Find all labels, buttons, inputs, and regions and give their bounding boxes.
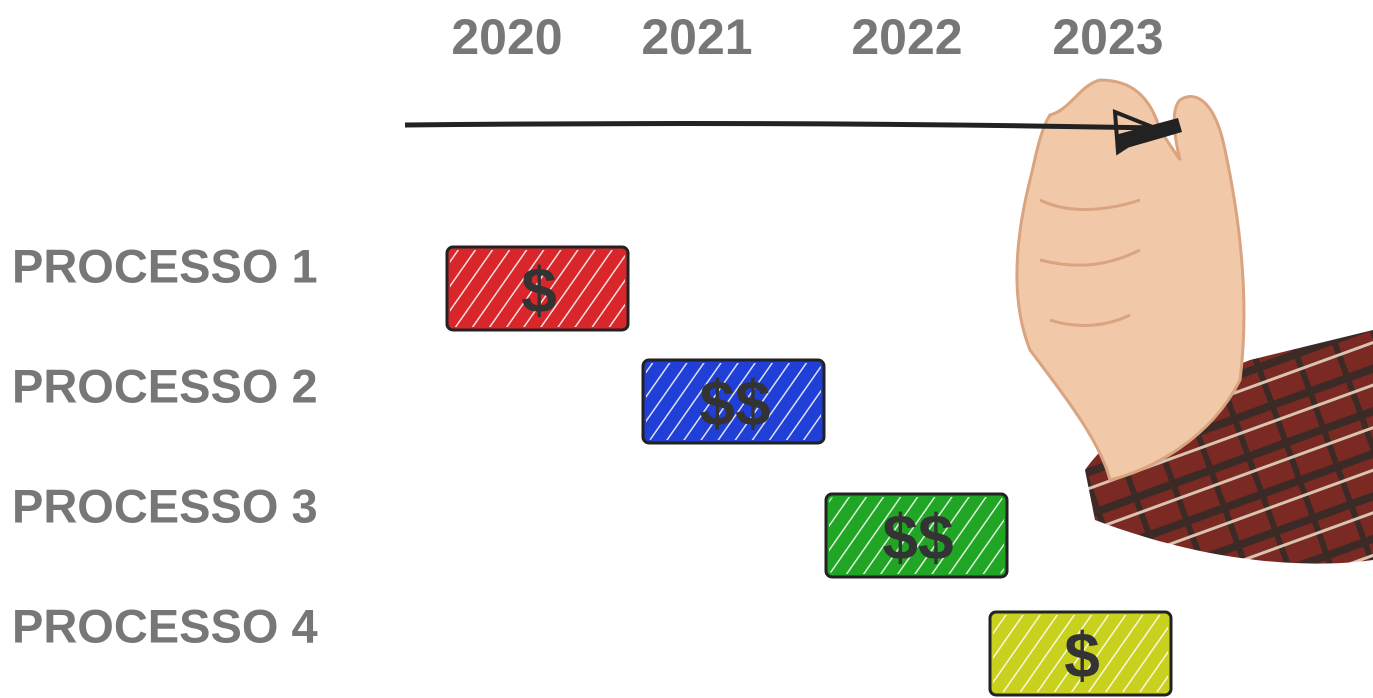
timeline-arrow xyxy=(404,108,1160,156)
hand-illustration xyxy=(1015,78,1373,564)
process-bar-hatch xyxy=(646,363,821,440)
process-cost: $ xyxy=(1064,619,1100,691)
process-label: PROCESSO 4 xyxy=(12,599,318,652)
content: 2020 2021 2022 2023 PROCESSO 1 $ PROCESSO 2 $$ P… xyxy=(12,9,1173,697)
year-label: 2022 xyxy=(851,9,962,65)
process-label: PROCESSO 1 xyxy=(12,239,318,292)
process-label: PROCESSO 3 xyxy=(12,479,318,532)
year-label: 2021 xyxy=(641,9,752,65)
process-label: PROCESSO 2 xyxy=(12,359,318,412)
process-bar-hatch xyxy=(993,615,1168,692)
year-label: 2020 xyxy=(451,9,562,65)
process-bar-hatch xyxy=(450,250,625,327)
process-cost: $$ xyxy=(699,367,770,439)
process-cost: $$ xyxy=(882,501,953,573)
year-label: 2023 xyxy=(1052,9,1163,65)
process-bar-hatch xyxy=(829,497,1004,574)
process-cost: $ xyxy=(521,254,557,326)
